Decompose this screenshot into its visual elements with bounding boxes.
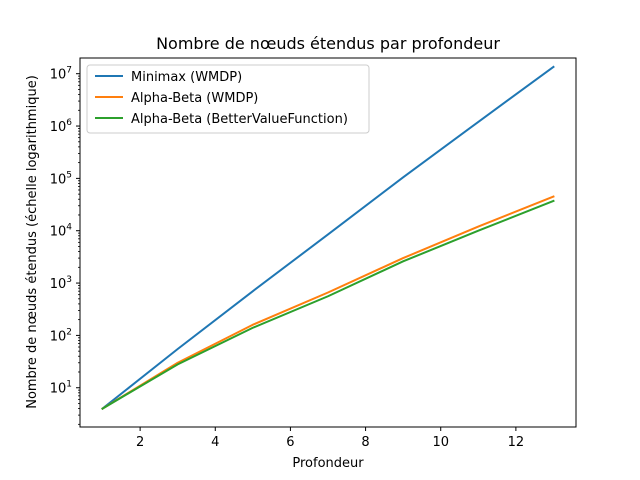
x-tick-label: 2: [136, 435, 144, 450]
plot-lines: [101, 65, 555, 410]
chart-title: Nombre de nœuds étendus par profondeur: [156, 34, 500, 53]
y-tick-label: 107: [50, 66, 72, 83]
series-line-2: [101, 195, 555, 410]
y-tick-label: 101: [50, 380, 72, 397]
x-tick-label: 12: [508, 435, 525, 450]
y-tick-label: 104: [50, 223, 73, 240]
legend-label-2: Alpha-Beta (WMDP): [131, 91, 258, 106]
y-tick-label: 106: [50, 118, 73, 135]
series-line-3: [101, 199, 555, 410]
x-tick-label: 10: [432, 435, 449, 450]
series-line-1: [101, 65, 555, 410]
x-tick-label: 6: [286, 435, 294, 450]
x-tick-label: 4: [211, 435, 219, 450]
y-axis-label: Nombre de nœuds étendus (échelle logarit…: [25, 75, 40, 409]
y-tick-label: 102: [50, 327, 72, 344]
legend-label-3: Alpha-Beta (BetterValueFunction): [131, 112, 348, 127]
legend-box: [86, 64, 370, 134]
x-axis-ticks: 2 4 6 8 10 12: [136, 427, 524, 450]
x-tick-label: 8: [361, 435, 369, 450]
y-axis-ticks: 101 102 103 104 105 106 107: [50, 66, 80, 425]
legend-label-1: Minimax (WMDP): [131, 70, 242, 85]
legend: Minimax (WMDP) Alpha-Beta (WMDP) Alpha-Bet…: [86, 64, 370, 134]
y-tick-label: 103: [50, 275, 72, 292]
x-axis-label: Profondeur: [292, 456, 364, 471]
y-tick-label: 105: [50, 170, 72, 187]
